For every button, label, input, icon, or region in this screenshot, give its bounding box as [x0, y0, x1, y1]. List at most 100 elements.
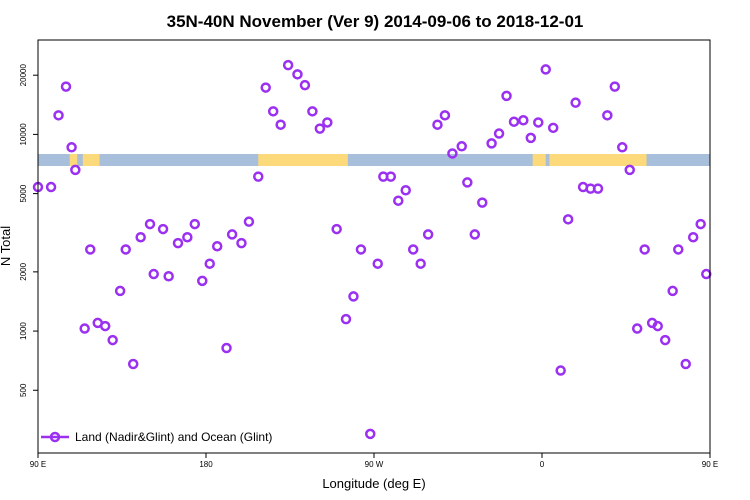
- data-point: [624, 164, 635, 176]
- data-point: [70, 164, 81, 176]
- land-band: [258, 154, 348, 166]
- legend-label: Land (Nadir&Glint) and Ocean (Glint): [75, 430, 272, 444]
- data-point: [253, 171, 264, 182]
- data-point: [226, 229, 238, 240]
- y-tick-label: 1000: [19, 322, 28, 340]
- data-point: [99, 320, 111, 332]
- data-point: [221, 342, 232, 354]
- data-point: [562, 214, 574, 225]
- chart-title: 35N-40N November (Ver 9) 2014-09-06 to 2…: [167, 12, 584, 31]
- data-point: [189, 218, 201, 230]
- plot-frame: [37, 39, 711, 454]
- x-tick-label: 0: [540, 460, 545, 469]
- data-point: [197, 275, 208, 287]
- data-point: [631, 323, 643, 334]
- data-point: [639, 244, 650, 255]
- data-point: [135, 231, 146, 243]
- data-point: [456, 141, 467, 152]
- data-point: [462, 177, 473, 188]
- data-point: [439, 110, 451, 121]
- data-point: [667, 285, 678, 297]
- data-point: [407, 244, 419, 255]
- data-point: [331, 223, 342, 235]
- data-point: [385, 171, 397, 182]
- data-point: [477, 197, 488, 208]
- data-point: [432, 119, 443, 130]
- data-point: [243, 216, 255, 227]
- data-point: [282, 59, 294, 71]
- data-point: [355, 244, 367, 255]
- x-tick-label: 90 E: [702, 460, 718, 469]
- data-point: [45, 181, 57, 193]
- data-point: [673, 244, 684, 255]
- y-axis: 500 1000 2000 5000 10000 20000: [19, 64, 38, 397]
- data-point: [157, 223, 169, 235]
- data-point: [508, 116, 520, 127]
- x-tick-label: 180: [199, 460, 213, 469]
- data-point: [393, 195, 404, 206]
- data-point: [340, 313, 352, 325]
- data-point: [275, 119, 286, 130]
- data-point: [493, 128, 505, 139]
- x-tick-label: 90 W: [365, 460, 384, 469]
- data-point: [525, 132, 537, 144]
- legend-marker: [49, 431, 61, 443]
- data-point: [79, 323, 90, 334]
- data-point: [182, 231, 193, 243]
- land-band: [532, 154, 546, 166]
- data-point: [701, 268, 712, 280]
- data-point: [365, 428, 376, 440]
- land-band: [549, 154, 647, 166]
- data-point: [163, 270, 174, 282]
- data-point: [120, 244, 131, 255]
- data-point: [570, 97, 581, 108]
- data-point: [307, 106, 318, 117]
- data-point: [127, 358, 139, 370]
- data-point: [400, 185, 411, 196]
- y-tick-label: 2000: [19, 262, 28, 280]
- data-point: [592, 183, 604, 194]
- data-point: [602, 110, 613, 121]
- data-point: [415, 258, 426, 269]
- data-point: [322, 117, 333, 128]
- land-band: [82, 154, 100, 166]
- data-point: [85, 244, 96, 255]
- data-point: [348, 291, 359, 302]
- data-point: [53, 110, 64, 121]
- data-point: [486, 138, 497, 149]
- data-point: [107, 334, 118, 346]
- data-series: [32, 59, 712, 440]
- data-point: [372, 258, 383, 269]
- data-point: [533, 117, 544, 128]
- data-point: [172, 237, 184, 249]
- data-point: [687, 231, 699, 243]
- legend: Land (Nadir&Glint) and Ocean (Glint): [41, 430, 272, 444]
- data-point: [680, 358, 691, 370]
- data-point: [144, 218, 156, 230]
- land-band: [69, 154, 78, 166]
- data-point: [540, 64, 551, 75]
- y-tick-label: 10000: [19, 123, 28, 146]
- data-point: [148, 268, 159, 280]
- data-point: [518, 115, 529, 126]
- data-point: [609, 81, 621, 92]
- data-point: [299, 79, 311, 91]
- data-point: [547, 122, 559, 134]
- data-point: [501, 90, 512, 102]
- data-point: [617, 142, 628, 153]
- data-point: [211, 240, 223, 252]
- y-tick-label: 20000: [19, 64, 28, 87]
- data-point: [66, 142, 77, 153]
- data-point: [260, 82, 271, 93]
- y-axis-label: N Total: [0, 226, 13, 266]
- data-point: [652, 320, 663, 332]
- land-ocean-strip: [38, 154, 710, 166]
- data-point: [114, 285, 126, 297]
- y-tick-label: 500: [19, 383, 28, 397]
- data-point: [659, 334, 671, 346]
- data-point: [60, 81, 72, 92]
- data-point: [447, 148, 458, 159]
- data-point: [204, 258, 215, 269]
- x-axis: 90 E 180 90 W 0 90 E: [30, 453, 718, 469]
